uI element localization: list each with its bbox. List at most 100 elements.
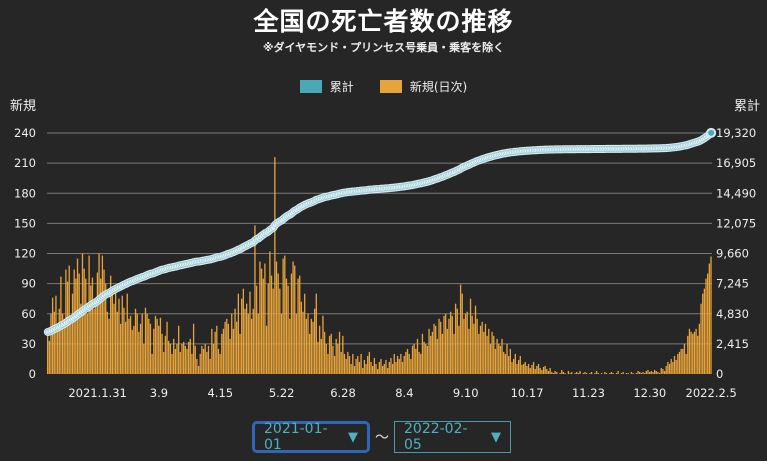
daily-bar xyxy=(279,288,281,374)
legend-label-daily: 新規(日次) xyxy=(409,80,468,94)
legend-item-daily[interactable]: 新規(日次) xyxy=(379,78,468,95)
daily-bar xyxy=(146,313,148,374)
daily-bar xyxy=(292,261,294,374)
daily-bar xyxy=(536,365,538,374)
daily-bar xyxy=(219,353,221,374)
daily-bar xyxy=(531,364,533,374)
daily-bar xyxy=(644,372,646,374)
end-date-value: 2022-02-05 xyxy=(404,421,468,453)
daily-bar xyxy=(119,323,122,374)
daily-bar xyxy=(260,268,263,374)
range-separator: ～ xyxy=(375,430,389,446)
daily-bar xyxy=(622,371,624,374)
daily-bar xyxy=(428,328,430,374)
daily-bar xyxy=(173,338,175,374)
daily-bar xyxy=(181,343,183,374)
daily-bar xyxy=(139,323,142,374)
daily-bar xyxy=(305,318,308,374)
daily-bar xyxy=(227,323,230,374)
daily-bar xyxy=(577,372,579,374)
daily-bar xyxy=(385,359,387,374)
daily-bar xyxy=(216,325,218,374)
daily-bar xyxy=(667,361,669,374)
daily-bar xyxy=(617,370,619,374)
daily-bar xyxy=(51,297,54,374)
daily-bar xyxy=(662,368,664,374)
daily-bar xyxy=(224,321,226,374)
daily-bar xyxy=(504,353,507,374)
daily-bar xyxy=(66,281,69,374)
daily-bar xyxy=(100,278,102,374)
daily-bar xyxy=(179,351,181,374)
daily-bar xyxy=(562,371,565,374)
daily-bar xyxy=(668,363,671,374)
daily-bar xyxy=(295,313,298,374)
daily-bar xyxy=(521,364,523,374)
daily-bar xyxy=(398,358,400,374)
x-axis-tick: 11.23 xyxy=(572,386,605,400)
daily-bar xyxy=(377,368,379,374)
daily-bar xyxy=(184,345,186,374)
daily-bar xyxy=(325,343,327,374)
daily-bar xyxy=(708,263,710,374)
daily-bar xyxy=(426,345,429,374)
daily-bar xyxy=(702,293,704,374)
daily-bar xyxy=(471,315,473,374)
daily-bar xyxy=(186,348,188,374)
daily-bar xyxy=(522,363,525,374)
daily-bar xyxy=(692,333,694,374)
daily-bar xyxy=(168,340,170,374)
daily-bar xyxy=(328,335,331,374)
daily-bar xyxy=(648,371,651,374)
daily-bar xyxy=(411,345,414,374)
left-axis-tick: 90 xyxy=(21,277,36,291)
daily-bar xyxy=(403,355,405,374)
daily-bar xyxy=(395,361,397,374)
daily-bar xyxy=(348,355,351,374)
daily-bar xyxy=(50,313,52,374)
daily-bar xyxy=(93,308,95,374)
daily-bar xyxy=(655,370,657,374)
daily-bar xyxy=(456,308,458,374)
daily-bar xyxy=(237,293,240,374)
daily-bar xyxy=(418,351,420,374)
daily-bar xyxy=(154,315,157,374)
daily-bar xyxy=(524,361,526,374)
right-axis-tick: 16,905 xyxy=(716,156,756,170)
daily-bar xyxy=(514,353,516,374)
right-axis-tick: 0 xyxy=(716,367,723,381)
daily-bar xyxy=(698,323,701,374)
daily-bar xyxy=(365,363,367,374)
daily-bar xyxy=(582,372,584,374)
daily-bar xyxy=(58,308,60,374)
daily-bar xyxy=(63,318,65,374)
legend-label-cumulative: 累計 xyxy=(329,80,354,94)
daily-bar xyxy=(166,321,168,374)
daily-bar xyxy=(133,325,135,374)
daily-bar xyxy=(639,371,641,374)
daily-bar xyxy=(163,351,165,374)
daily-bar xyxy=(541,369,543,374)
daily-bar xyxy=(267,283,269,374)
daily-bar xyxy=(322,315,324,374)
daily-bar xyxy=(703,288,706,374)
daily-bar xyxy=(678,351,681,374)
daily-bar xyxy=(71,293,74,374)
daily-bar xyxy=(337,343,339,374)
daily-bar xyxy=(221,333,223,374)
daily-bar xyxy=(101,255,104,374)
legend-item-cumulative[interactable]: 累計 xyxy=(299,78,354,95)
daily-bar xyxy=(212,343,215,374)
daily-bar xyxy=(143,343,145,374)
start-date-select[interactable]: 2021-01-01 ▼ xyxy=(252,421,370,453)
daily-bar xyxy=(169,343,172,374)
daily-bar xyxy=(189,338,191,374)
legend-swatch-cumulative xyxy=(299,80,322,93)
daily-bar xyxy=(363,359,366,374)
daily-bar xyxy=(226,318,228,374)
daily-bar xyxy=(111,289,113,374)
x-axis-tick: 8.4 xyxy=(395,386,413,400)
end-date-select[interactable]: 2022-02-05 ▼ xyxy=(394,421,511,453)
daily-bar xyxy=(431,331,434,374)
daily-bar xyxy=(405,351,407,374)
